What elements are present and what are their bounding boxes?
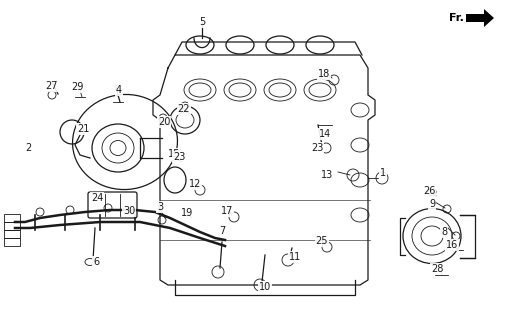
Polygon shape [466, 9, 494, 27]
Text: 25: 25 [316, 236, 328, 246]
Bar [4, 238, 20, 246]
Text: 12: 12 [189, 179, 201, 189]
Text: 15: 15 [168, 149, 180, 159]
Text: 21: 21 [77, 124, 89, 134]
Text: 14: 14 [319, 129, 331, 139]
Text: 28: 28 [431, 264, 443, 274]
Text: 30: 30 [123, 206, 135, 216]
Text: 23: 23 [311, 143, 323, 153]
Bar [4, 222, 20, 230]
Text: 20: 20 [158, 117, 170, 127]
Text: 29: 29 [71, 82, 83, 92]
Text: 1: 1 [380, 168, 386, 178]
Text: 9: 9 [429, 199, 435, 209]
Text: 26: 26 [423, 186, 435, 196]
Text: 10: 10 [259, 282, 271, 292]
Text: 27: 27 [45, 81, 57, 91]
Text: 16: 16 [446, 240, 458, 250]
Text: Fr.: Fr. [448, 13, 463, 23]
Text: 3: 3 [157, 202, 163, 212]
Text: 5: 5 [199, 17, 205, 27]
Text: 17: 17 [221, 206, 233, 216]
Text: 2: 2 [25, 143, 31, 153]
Text: 22: 22 [178, 104, 190, 114]
Text: 6: 6 [93, 257, 99, 267]
Text: 7: 7 [219, 226, 225, 236]
Text: 24: 24 [91, 193, 103, 203]
Text: 4: 4 [116, 85, 122, 95]
Text: 13: 13 [321, 170, 333, 180]
Text: 8: 8 [441, 227, 447, 237]
Text: 11: 11 [289, 252, 301, 262]
Bar [4, 230, 20, 238]
Text: 19: 19 [181, 208, 193, 218]
Text: 23: 23 [173, 152, 185, 162]
Text: 18: 18 [318, 69, 330, 79]
Bar [4, 214, 20, 222]
